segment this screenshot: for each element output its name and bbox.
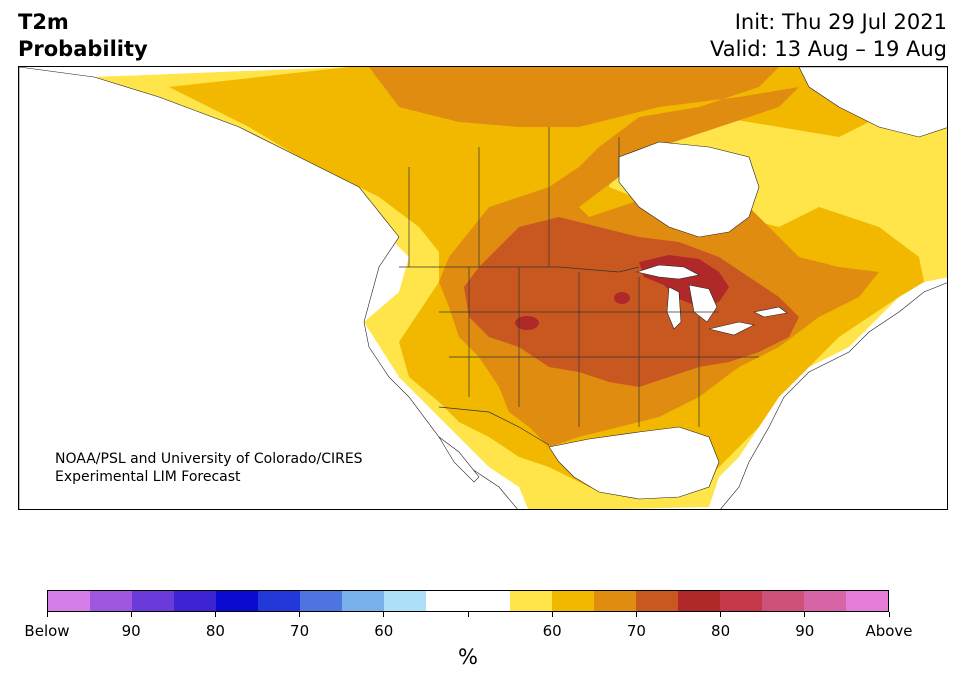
colorbar-unit: % (458, 645, 478, 669)
colorbar-tick (551, 612, 553, 617)
colorbar-segment (804, 591, 846, 611)
credit-line-2: Experimental LIM Forecast (55, 469, 241, 485)
colorbar-tick-label: 90 (795, 622, 815, 640)
colorbar-tick (804, 612, 806, 617)
probability-colorbar (47, 590, 889, 612)
colorbar-segment (762, 591, 804, 611)
prob-band-80-90 (464, 217, 799, 387)
colorbar-segment (594, 591, 636, 611)
colorbar-tick (299, 612, 301, 617)
colorbar-tick-label: 70 (626, 622, 646, 640)
lake-erie (708, 321, 755, 336)
lake-superior (635, 264, 700, 280)
colorbar-segment (174, 591, 216, 611)
colorbar-tick (214, 612, 216, 617)
product-label: Probability (18, 37, 148, 61)
colorbar-segment (678, 591, 720, 611)
colorbar-tick (46, 612, 48, 617)
forecast-dates: Init: Thu 29 Jul 2021 Valid: 13 Aug – 19… (710, 9, 947, 63)
gulf-of-california (438, 436, 480, 483)
credit-line-1: NOAA/PSL and University of Colorado/CIRE… (55, 451, 363, 467)
colorbar-segment (342, 591, 384, 611)
colorbar-segment (846, 591, 888, 611)
colorbar-tick-label: 90 (121, 622, 141, 640)
prob-band-90-above-plains (515, 316, 539, 330)
colorbar-segment (132, 591, 174, 611)
colorbar-tick-label: 60 (374, 622, 394, 640)
colorbar-tick-label: 80 (711, 622, 731, 640)
colorbar-segment (510, 591, 552, 611)
map-canvas (19, 67, 947, 509)
probability-map (18, 66, 948, 510)
colorbar-tick (888, 612, 890, 617)
variable-label: T2m (18, 10, 69, 34)
colorbar-segment (300, 591, 342, 611)
colorbar-segment (636, 591, 678, 611)
gulf-of-mexico (548, 426, 720, 500)
us-state-lines (439, 267, 759, 427)
colorbar-tick-label: 60 (542, 622, 562, 640)
colorbar-tick-label: Above (865, 622, 913, 640)
colorbar-segment (384, 591, 426, 611)
political-borders (399, 127, 759, 446)
colorbar-tick-label: Below (24, 622, 70, 640)
colorbar-segment (216, 591, 258, 611)
lake-michigan (666, 286, 682, 330)
map-title: T2m Probability (18, 9, 148, 63)
prob-band-90-above-wisconsin (614, 292, 630, 304)
colorbar-tick (467, 612, 469, 617)
colorbar-tick-label: 70 (290, 622, 310, 640)
forecast-credit: NOAA/PSL and University of Colorado/CIRE… (55, 450, 363, 486)
colorbar-segment (720, 591, 762, 611)
colorbar-segment (426, 591, 468, 611)
lake-huron (688, 284, 718, 323)
colorbar-segment (258, 591, 300, 611)
valid-range: Valid: 13 Aug – 19 Aug (709, 37, 947, 61)
us-canada-border (399, 266, 640, 273)
colorbar-tick (130, 612, 132, 617)
colorbar-segment (90, 591, 132, 611)
hudson-bay (618, 141, 760, 238)
lake-ontario (753, 306, 788, 318)
colorbar-tick (635, 612, 637, 617)
colorbar-tick-label: 80 (205, 622, 225, 640)
canada-province-lines (408, 127, 620, 267)
pacific-ocean (19, 67, 518, 509)
water-bodies (19, 67, 947, 509)
colorbar-tick (383, 612, 385, 617)
colorbar-segment (552, 591, 594, 611)
atlantic-ocean (720, 282, 947, 509)
colorbar-tick (720, 612, 722, 617)
baffin-bay (798, 67, 947, 138)
colorbar-segment (468, 591, 510, 611)
us-mexico-border (438, 406, 550, 446)
colorbar-segment (48, 591, 90, 611)
init-date: Init: Thu 29 Jul 2021 (734, 10, 947, 34)
